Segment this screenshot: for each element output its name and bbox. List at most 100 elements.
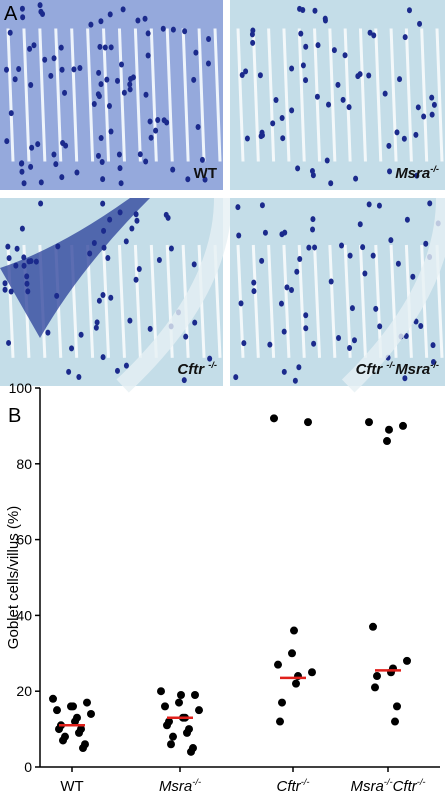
label: WT (194, 165, 217, 182)
goblet-cell (28, 163, 34, 170)
y-tick-label: 40 (16, 607, 32, 623)
superscript: -/- (430, 360, 439, 370)
goblet-cell (267, 341, 273, 348)
villus (6, 244, 15, 358)
goblet-cell (206, 36, 212, 43)
villus (54, 28, 63, 162)
goblet-cell (74, 169, 80, 176)
goblet-cell (366, 72, 372, 79)
superscript: -/- (208, 360, 217, 370)
goblet-cell (306, 244, 312, 251)
goblet-cell (292, 377, 298, 384)
goblet-cell (100, 200, 106, 207)
goblet-cell (28, 81, 34, 88)
goblet-cell (251, 288, 257, 295)
goblet-cell (105, 254, 111, 261)
goblet-cell (298, 30, 304, 37)
villus (102, 28, 111, 162)
goblet-cell (120, 6, 126, 13)
goblet-cell (51, 55, 57, 62)
goblet-cell (236, 232, 242, 239)
superscript: -/- (384, 777, 393, 787)
goblet-cell (314, 93, 320, 100)
label: Msra-/-Cftr-/- (350, 777, 425, 795)
goblet-cell (377, 323, 383, 330)
goblet-cell (346, 104, 352, 111)
goblet-cell (98, 18, 104, 25)
goblet-cell (303, 312, 309, 319)
villus (181, 28, 190, 162)
goblet-cell (127, 81, 133, 88)
goblet-cell (335, 81, 341, 88)
villus (328, 28, 337, 162)
goblet-cell (185, 176, 191, 183)
goblet-cell (367, 29, 373, 36)
goblet-cell (413, 131, 419, 138)
goblet-cell (8, 288, 14, 295)
goblet-cell (98, 81, 104, 88)
goblet-cell (192, 319, 198, 326)
goblet-cell (160, 25, 166, 32)
goblet-cell (42, 56, 48, 63)
villus (297, 28, 306, 162)
goblet-cell (401, 135, 407, 142)
goblet-cell (170, 166, 176, 173)
data-point (75, 728, 83, 737)
goblet-cell (127, 86, 133, 93)
goblet-cell (48, 72, 54, 79)
goblet-cell (95, 152, 101, 159)
goblet-cell (130, 74, 136, 81)
goblet-cell (19, 168, 25, 175)
goblet-cell (168, 245, 174, 252)
goblet-cell (114, 367, 120, 374)
label: WT (60, 778, 83, 795)
y-axis-label: Goblet cells/villus (%) (5, 506, 22, 649)
goblet-cell (24, 280, 30, 287)
data-point (385, 425, 393, 434)
goblet-cell (129, 225, 135, 232)
data-point (177, 690, 185, 699)
goblet-cell (21, 254, 27, 261)
goblet-cell (117, 165, 123, 172)
goblet-cell (108, 44, 114, 51)
goblet-cell (21, 262, 27, 269)
goblet-cell (94, 319, 100, 326)
goblet-cell (14, 245, 20, 252)
data-point (369, 622, 377, 631)
data-point (67, 702, 75, 711)
data-point (53, 706, 61, 715)
superscript: -/- (386, 360, 395, 370)
villus (389, 28, 398, 162)
villus (358, 244, 367, 358)
goblet-cell (402, 375, 408, 382)
villus (267, 244, 276, 358)
data-point (274, 660, 282, 669)
goblet-cell (6, 339, 12, 346)
goblet-cell (282, 229, 288, 236)
goblet-cell (145, 30, 151, 37)
panel-letter: B (8, 405, 21, 427)
goblet-cell (386, 142, 392, 149)
goblet-cell (336, 335, 342, 342)
label-text: Cftr (393, 778, 418, 795)
data-point (71, 717, 79, 726)
goblet-cell (101, 244, 107, 251)
goblet-cell (107, 216, 113, 223)
goblet-cell (153, 127, 159, 134)
goblet-cell (296, 364, 302, 371)
goblet-cell (251, 279, 257, 286)
goblet-cell (8, 110, 14, 117)
villus (117, 244, 126, 358)
goblet-cell (108, 294, 114, 301)
goblet-cell (98, 134, 104, 141)
goblet-cell (104, 76, 110, 83)
goblet-cell (137, 151, 143, 158)
panel-letter: A (4, 3, 18, 25)
goblet-cell (235, 204, 241, 211)
goblet-cell (123, 362, 129, 369)
label-text: Cftr (177, 361, 208, 378)
label-text: Cftr (356, 361, 387, 378)
villus (343, 244, 352, 358)
villus (165, 28, 174, 162)
goblet-cell (5, 243, 11, 250)
